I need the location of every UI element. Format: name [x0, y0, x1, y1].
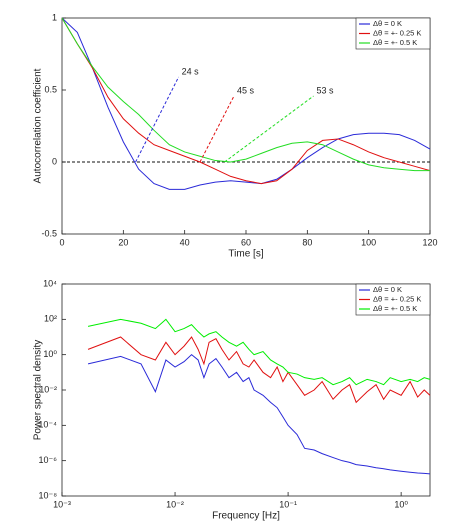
x-tick-label: 20 [118, 237, 128, 247]
y-tick-label: -0.5 [41, 228, 57, 238]
annotation-line [224, 95, 314, 163]
series-line [61, 17, 431, 185]
series-line [87, 318, 431, 386]
legend-label: Δθ = +- 0.25 K [373, 294, 421, 303]
y-tick-label: 10⁰ [43, 349, 57, 359]
legend-label: Δθ = +- 0.5 K [373, 304, 417, 313]
y-axis-label: Power spectral density [33, 340, 44, 441]
series-line [61, 17, 431, 190]
y-tick-label: 0.5 [44, 84, 57, 94]
plot-area [61, 17, 431, 235]
y-tick-label: 10⁴ [43, 278, 57, 288]
series-line [87, 354, 431, 475]
plot-area [61, 283, 431, 497]
y-tick-label: 10⁻⁸ [38, 490, 57, 500]
y-axis-label: Autocorrelation coefficient [33, 68, 44, 183]
x-tick-label: 60 [241, 237, 251, 247]
x-tick-label: 120 [422, 237, 437, 247]
x-tick-label: 80 [302, 237, 312, 247]
annotation: 45 s [237, 85, 255, 95]
y-tick-label: 0 [52, 156, 57, 166]
x-axis-label: Time [s] [228, 249, 263, 260]
series-line [87, 336, 431, 404]
x-tick-label: 0 [59, 237, 64, 247]
y-tick-label: 1 [52, 12, 57, 22]
legend-label: Δθ = +- 0.5 K [373, 38, 417, 47]
x-tick-label: 10⁰ [394, 499, 408, 509]
y-tick-label: 10⁻⁴ [38, 420, 57, 430]
y-tick-label: 10⁻⁶ [39, 455, 58, 465]
x-tick-label: 10⁻¹ [279, 499, 297, 509]
legend-label: Δθ = 0 K [373, 19, 402, 28]
y-tick-label: 10² [44, 314, 57, 324]
annotation: 24 s [182, 66, 200, 76]
x-tick-label: 100 [361, 237, 376, 247]
x-tick-label: 10⁻³ [53, 499, 71, 509]
series-line [61, 17, 430, 172]
y-tick-label: 10⁻² [39, 384, 57, 394]
legend-label: Δθ = +- 0.25 K [373, 28, 421, 37]
legend-label: Δθ = 0 K [373, 285, 402, 294]
annotation-line [199, 95, 235, 163]
x-tick-label: 40 [180, 237, 190, 247]
annotation-line [135, 76, 180, 163]
x-axis-label: Frequency [Hz] [212, 511, 280, 522]
annotation: 53 s [317, 85, 335, 95]
x-tick-label: 10⁻² [166, 499, 184, 509]
